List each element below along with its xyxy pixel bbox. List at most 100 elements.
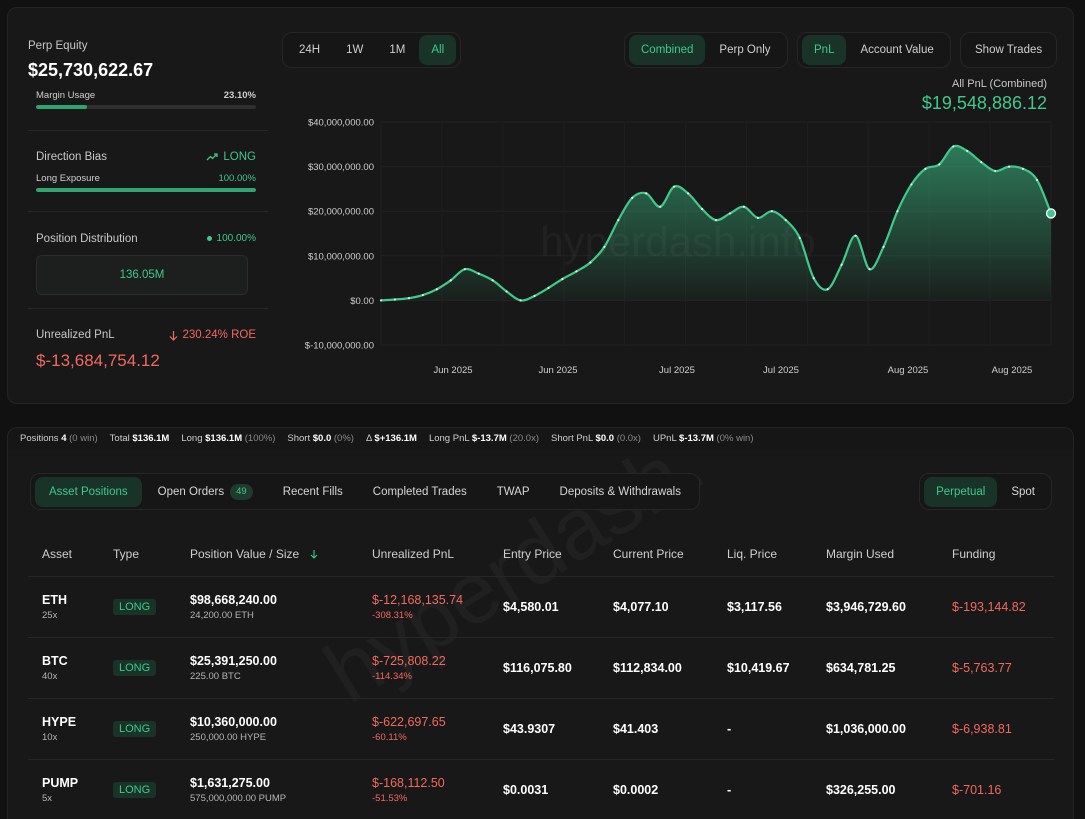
trend-up-icon [206, 153, 219, 161]
position-distribution-label: Position Distribution [36, 233, 138, 245]
show-trades-button[interactable]: Show Trades [975, 44, 1043, 56]
funding-cell: $-5,763.77 [938, 637, 1054, 699]
market-type-tabs: Perpetual Spot [919, 473, 1052, 510]
pnl-point [393, 298, 397, 301]
position-distribution-pct: 100.00% [206, 233, 256, 244]
perp-equity-value: $25,730,622.67 [28, 60, 154, 80]
pnl-point [407, 297, 411, 300]
x-tick-label: Jun 2025 [538, 365, 577, 376]
col-position-value[interactable]: Position Value / Size [176, 532, 358, 577]
pnl-point [631, 196, 634, 199]
mode-perp-only[interactable]: Perp Only [719, 44, 771, 56]
pnl-point [812, 277, 815, 280]
long-badge: LONG [113, 598, 157, 615]
x-axis: Jun 2025 Jun 2025 Jul 2025 Jul 2025 Aug 2025… [433, 365, 1032, 376]
type-cell: LONG [99, 759, 176, 819]
col-funding[interactable]: Funding [938, 532, 1054, 577]
pnl-point [910, 183, 913, 186]
mode-combined[interactable]: Combined [629, 35, 706, 65]
positions-stats-bar: Positions 4 (0 win) Total $136.1M Long $… [7, 427, 1074, 449]
pnl-point [938, 163, 941, 166]
tab-twap[interactable]: TWAP [496, 485, 530, 498]
current-price-cell: $41.403 [599, 698, 713, 760]
metric-pnl[interactable]: PnL [802, 35, 847, 65]
stat-positions: Positions 4 (0 win) [20, 433, 98, 444]
pnl-point [659, 205, 662, 208]
unrealized-pnl-value: $-13,684,754.12 [36, 351, 160, 370]
table-row[interactable]: ETH 25x LONG $98,668,240.00 24,200.00 ETH … [28, 576, 1054, 638]
tab-completed-trades[interactable]: Completed Trades [372, 485, 467, 498]
time-range-24h[interactable]: 24H [299, 44, 321, 56]
margin-usage-bar [36, 105, 256, 109]
long-exposure-fill [36, 188, 256, 192]
table-row[interactable]: BTC 40x LONG $25,391,250.00 225.00 BTC $-7… [28, 637, 1054, 699]
margin-used-cell: $1,036,000.00 [812, 698, 938, 760]
tab-open-orders[interactable]: Open Orders 49 [144, 477, 267, 507]
time-range-1m[interactable]: 1M [389, 44, 406, 56]
time-range-1w[interactable]: 1W [346, 44, 364, 56]
current-price-cell: $0.0002 [599, 759, 713, 819]
long-badge: LONG [113, 720, 157, 737]
overview-panel: Perp Equity $25,730,622.67 Margin Usage … [7, 7, 1074, 404]
pnl-point [673, 185, 676, 188]
pnl-header-value: $19,548,886.12 [921, 93, 1047, 113]
position-value-cell: $25,391,250.00 225.00 BTC [176, 637, 358, 699]
y-tick-label: $-10,000,000.00 [305, 341, 374, 352]
type-cell: LONG [99, 698, 176, 760]
metric-account-value[interactable]: Account Value [860, 44, 934, 56]
pnl-point [868, 268, 871, 271]
pnl-point [798, 236, 801, 240]
pnl-point [561, 277, 564, 281]
unrealized-pnl-card: Unrealized PnL 230.24% ROE $-13,684,754.… [28, 309, 268, 399]
stat-total: Total $136.1M [109, 433, 170, 444]
pnl-point [784, 219, 787, 222]
funding-cell: $-193,144.82 [938, 576, 1054, 638]
type-cell: LONG [99, 576, 176, 638]
col-unrealized-pnl[interactable]: Unrealized PnL [358, 532, 489, 577]
unrealized-pnl-cell: $-12,168,135.74 -308.31% [358, 576, 489, 638]
table-row[interactable]: PUMP 5x LONG $1,631,275.00 575,000,000.00 … [28, 759, 1054, 819]
x-tick-label: Jun 2025 [433, 365, 472, 376]
margin-usage-label: Margin Usage [36, 90, 96, 101]
unrealized-pnl-roe-text: 230.24% ROE [182, 329, 256, 341]
long-badge: LONG [113, 659, 157, 676]
pnl-point [756, 216, 759, 219]
pnl-header-title: All PnL (Combined) [952, 78, 1047, 90]
position-distribution-bar[interactable]: 136.05M [36, 255, 248, 295]
margin-usage-fill [36, 105, 87, 109]
time-range-all[interactable]: All [419, 35, 457, 65]
pnl-point [463, 268, 466, 271]
pnl-point [505, 290, 508, 293]
pnl-current-point [1045, 208, 1057, 219]
positions-panel: hyperdash. Asset Positions Open Orders49… [7, 449, 1074, 819]
col-entry-price[interactable]: Entry Price [489, 532, 599, 577]
funding-cell: $-701.16 [938, 759, 1054, 819]
margin-used-cell: $3,946,729.60 [812, 576, 938, 638]
tab-recent-fills[interactable]: Recent Fills [282, 485, 343, 498]
x-tick-label: Jul 2025 [763, 365, 799, 376]
tab-deposits-withdrawals[interactable]: Deposits & Withdrawals [559, 485, 681, 498]
tab-spot[interactable]: Spot [1011, 485, 1035, 498]
current-price-cell: $4,077.10 [599, 576, 713, 638]
tab-perpetual[interactable]: Perpetual [924, 476, 998, 507]
pnl-area [381, 145, 1051, 301]
entry-price-cell: $4,580.01 [489, 576, 599, 638]
col-type[interactable]: Type [99, 532, 176, 577]
col-margin-used[interactable]: Margin Used [812, 532, 938, 577]
col-current-price[interactable]: Current Price [599, 532, 713, 577]
pnl-point [826, 288, 829, 291]
stat-long-pnl: Long PnL $-13.7M (20.0x) [428, 433, 539, 444]
pnl-point [840, 263, 843, 266]
margin-used-cell: $634,781.25 [812, 637, 938, 699]
col-asset[interactable]: Asset [28, 532, 99, 577]
tab-asset-positions[interactable]: Asset Positions [35, 476, 142, 507]
position-value-cell: $98,668,240.00 24,200.00 ETH [176, 576, 358, 638]
y-tick-label: $0.00 [350, 296, 374, 307]
col-liq-price[interactable]: Liq. Price [713, 532, 812, 577]
y-tick-label: $10,000,000.00 [308, 251, 374, 262]
pnl-points [379, 145, 1057, 302]
pnl-point [714, 219, 718, 222]
pnl-point [770, 210, 773, 213]
position-value-cell: $10,360,000.00 250,000.00 HYPE [176, 698, 358, 760]
table-row[interactable]: HYPE 10x LONG $10,360,000.00 250,000.00 HY… [28, 698, 1054, 760]
